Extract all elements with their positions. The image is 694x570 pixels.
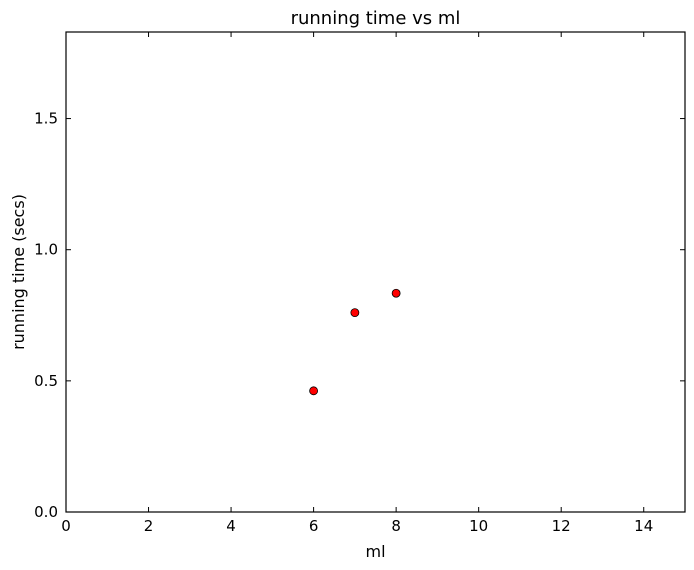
x-tick-label: 8 (391, 517, 401, 535)
plot-frame (65, 31, 686, 513)
x-tick-label: 2 (144, 517, 154, 535)
x-tick-label: 14 (634, 517, 653, 535)
y-tick-label: 0.0 (34, 503, 58, 521)
x-tick-label: 6 (309, 517, 319, 535)
y-tick-label: 1.0 (34, 241, 58, 259)
data-point (391, 288, 401, 298)
chart-title: running time vs ml (291, 8, 461, 29)
x-tick-label: 0 (61, 517, 71, 535)
data-points (309, 288, 401, 396)
y-axis-label: running time (secs) (9, 194, 28, 350)
x-tick-label: 12 (552, 517, 571, 535)
y-tick-label: 1.5 (34, 110, 58, 128)
x-axis: 0 2 4 6 8 10 12 14 (61, 32, 653, 535)
x-tick-label: 4 (226, 517, 236, 535)
data-point (309, 386, 319, 396)
y-axis: 0.0 0.5 1.0 1.5 (34, 110, 685, 521)
x-axis-label: ml (365, 542, 385, 561)
x-tick-label: 10 (469, 517, 488, 535)
data-point (350, 308, 360, 318)
y-tick-label: 0.5 (34, 372, 58, 390)
